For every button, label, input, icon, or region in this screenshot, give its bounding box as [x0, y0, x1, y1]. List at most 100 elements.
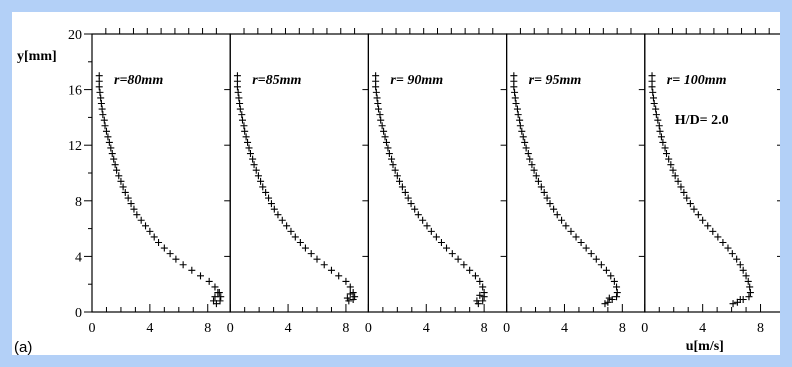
x-tick-label: 0: [503, 321, 510, 336]
data-point: [745, 293, 753, 301]
data-point: [160, 244, 168, 252]
data-point: [476, 291, 484, 299]
data-point: [101, 122, 109, 130]
data-point: [460, 261, 468, 269]
data-point: [719, 239, 727, 246]
data-point: [396, 177, 404, 185]
y-axis-label: y[mm]: [17, 49, 57, 64]
data-point: [115, 172, 123, 180]
panel-label: r=85mm: [252, 73, 301, 88]
data-point: [524, 150, 532, 158]
panel-label: r= 95mm: [529, 73, 582, 88]
data-point: [699, 216, 707, 224]
data-point: [709, 227, 717, 235]
y-tick-label: 4: [75, 250, 82, 265]
data-point: [111, 161, 119, 169]
data-point: [236, 100, 244, 107]
data-point: [211, 293, 219, 301]
data-point: [519, 133, 527, 141]
data-point: [572, 233, 580, 241]
data-point: [512, 100, 520, 107]
data-point: [146, 227, 154, 235]
x-axis-label: u[m/s]: [686, 339, 724, 354]
data-point: [516, 116, 524, 124]
data-point: [236, 105, 244, 113]
data-point: [567, 227, 575, 235]
data-point: [382, 138, 390, 146]
data-point: [736, 261, 744, 269]
x-tick-label: 4: [423, 321, 430, 336]
data-point: [602, 266, 610, 274]
data-point: [380, 127, 388, 135]
data-point: [744, 277, 752, 285]
y-tick-label: 20: [68, 28, 82, 43]
data-point: [104, 133, 112, 141]
data-point: [121, 188, 129, 196]
data-point: [511, 94, 519, 102]
data-point: [150, 233, 158, 241]
data-point: [244, 138, 252, 146]
data-point: [267, 200, 275, 208]
data-point: [597, 261, 605, 269]
data-point: [592, 255, 600, 263]
data-point: [471, 272, 479, 280]
data-point: [473, 297, 481, 305]
data-point: [733, 255, 741, 263]
figure: 0 4 8 12 16 20 y[mm] 0 4 8 r=80mm 0 4 8 r=85mm 0 4 8 r= 90…: [12, 12, 780, 355]
data-point: [513, 105, 521, 113]
data-point: [480, 293, 488, 301]
data-point: [401, 188, 409, 196]
data-point: [550, 205, 558, 213]
data-point: [127, 200, 135, 208]
data-point: [654, 116, 662, 124]
data-point: [179, 261, 187, 269]
data-point: [736, 295, 744, 303]
data-point: [587, 250, 595, 258]
y-tick-label: 0: [75, 306, 82, 321]
data-point: [234, 88, 242, 96]
data-point: [613, 293, 621, 301]
data-point: [197, 272, 204, 280]
data-point: [214, 289, 222, 297]
data-point: [543, 194, 551, 202]
data-point: [381, 133, 389, 141]
data-point: [558, 216, 566, 224]
data-point: [349, 289, 357, 297]
data-point: [476, 277, 484, 285]
data-point: [546, 200, 554, 208]
data-point: [250, 161, 258, 169]
data-point: [521, 138, 529, 146]
data-point: [374, 100, 382, 107]
data-point: [677, 183, 685, 191]
data-point: [238, 111, 246, 119]
data-point: [443, 244, 451, 252]
data-point: [142, 222, 150, 230]
data-point: [683, 194, 691, 202]
data-point: [259, 183, 267, 191]
data-point: [388, 155, 396, 163]
data-point: [349, 295, 357, 303]
data-point: [671, 172, 679, 180]
data-point: [393, 172, 401, 180]
data-point: [291, 233, 299, 241]
data-point: [540, 188, 548, 196]
data-point: [296, 239, 304, 246]
data-point: [652, 111, 660, 119]
y-tick-label: 16: [68, 84, 82, 99]
data-point: [562, 222, 570, 230]
data-point: [577, 239, 585, 246]
data-point: [287, 227, 295, 235]
data-point: [466, 266, 474, 274]
x-tick-label: 4: [285, 321, 292, 336]
data-point: [100, 116, 108, 124]
data-point: [427, 227, 435, 235]
data-point: [124, 194, 132, 202]
x-tick-label: 8: [619, 321, 626, 336]
data-point: [265, 194, 273, 202]
data-point: [119, 183, 127, 191]
data-point: [205, 277, 213, 285]
data-point: [278, 216, 286, 224]
data-point: [172, 255, 180, 263]
data-point: [307, 250, 315, 258]
data-point: [97, 94, 105, 102]
